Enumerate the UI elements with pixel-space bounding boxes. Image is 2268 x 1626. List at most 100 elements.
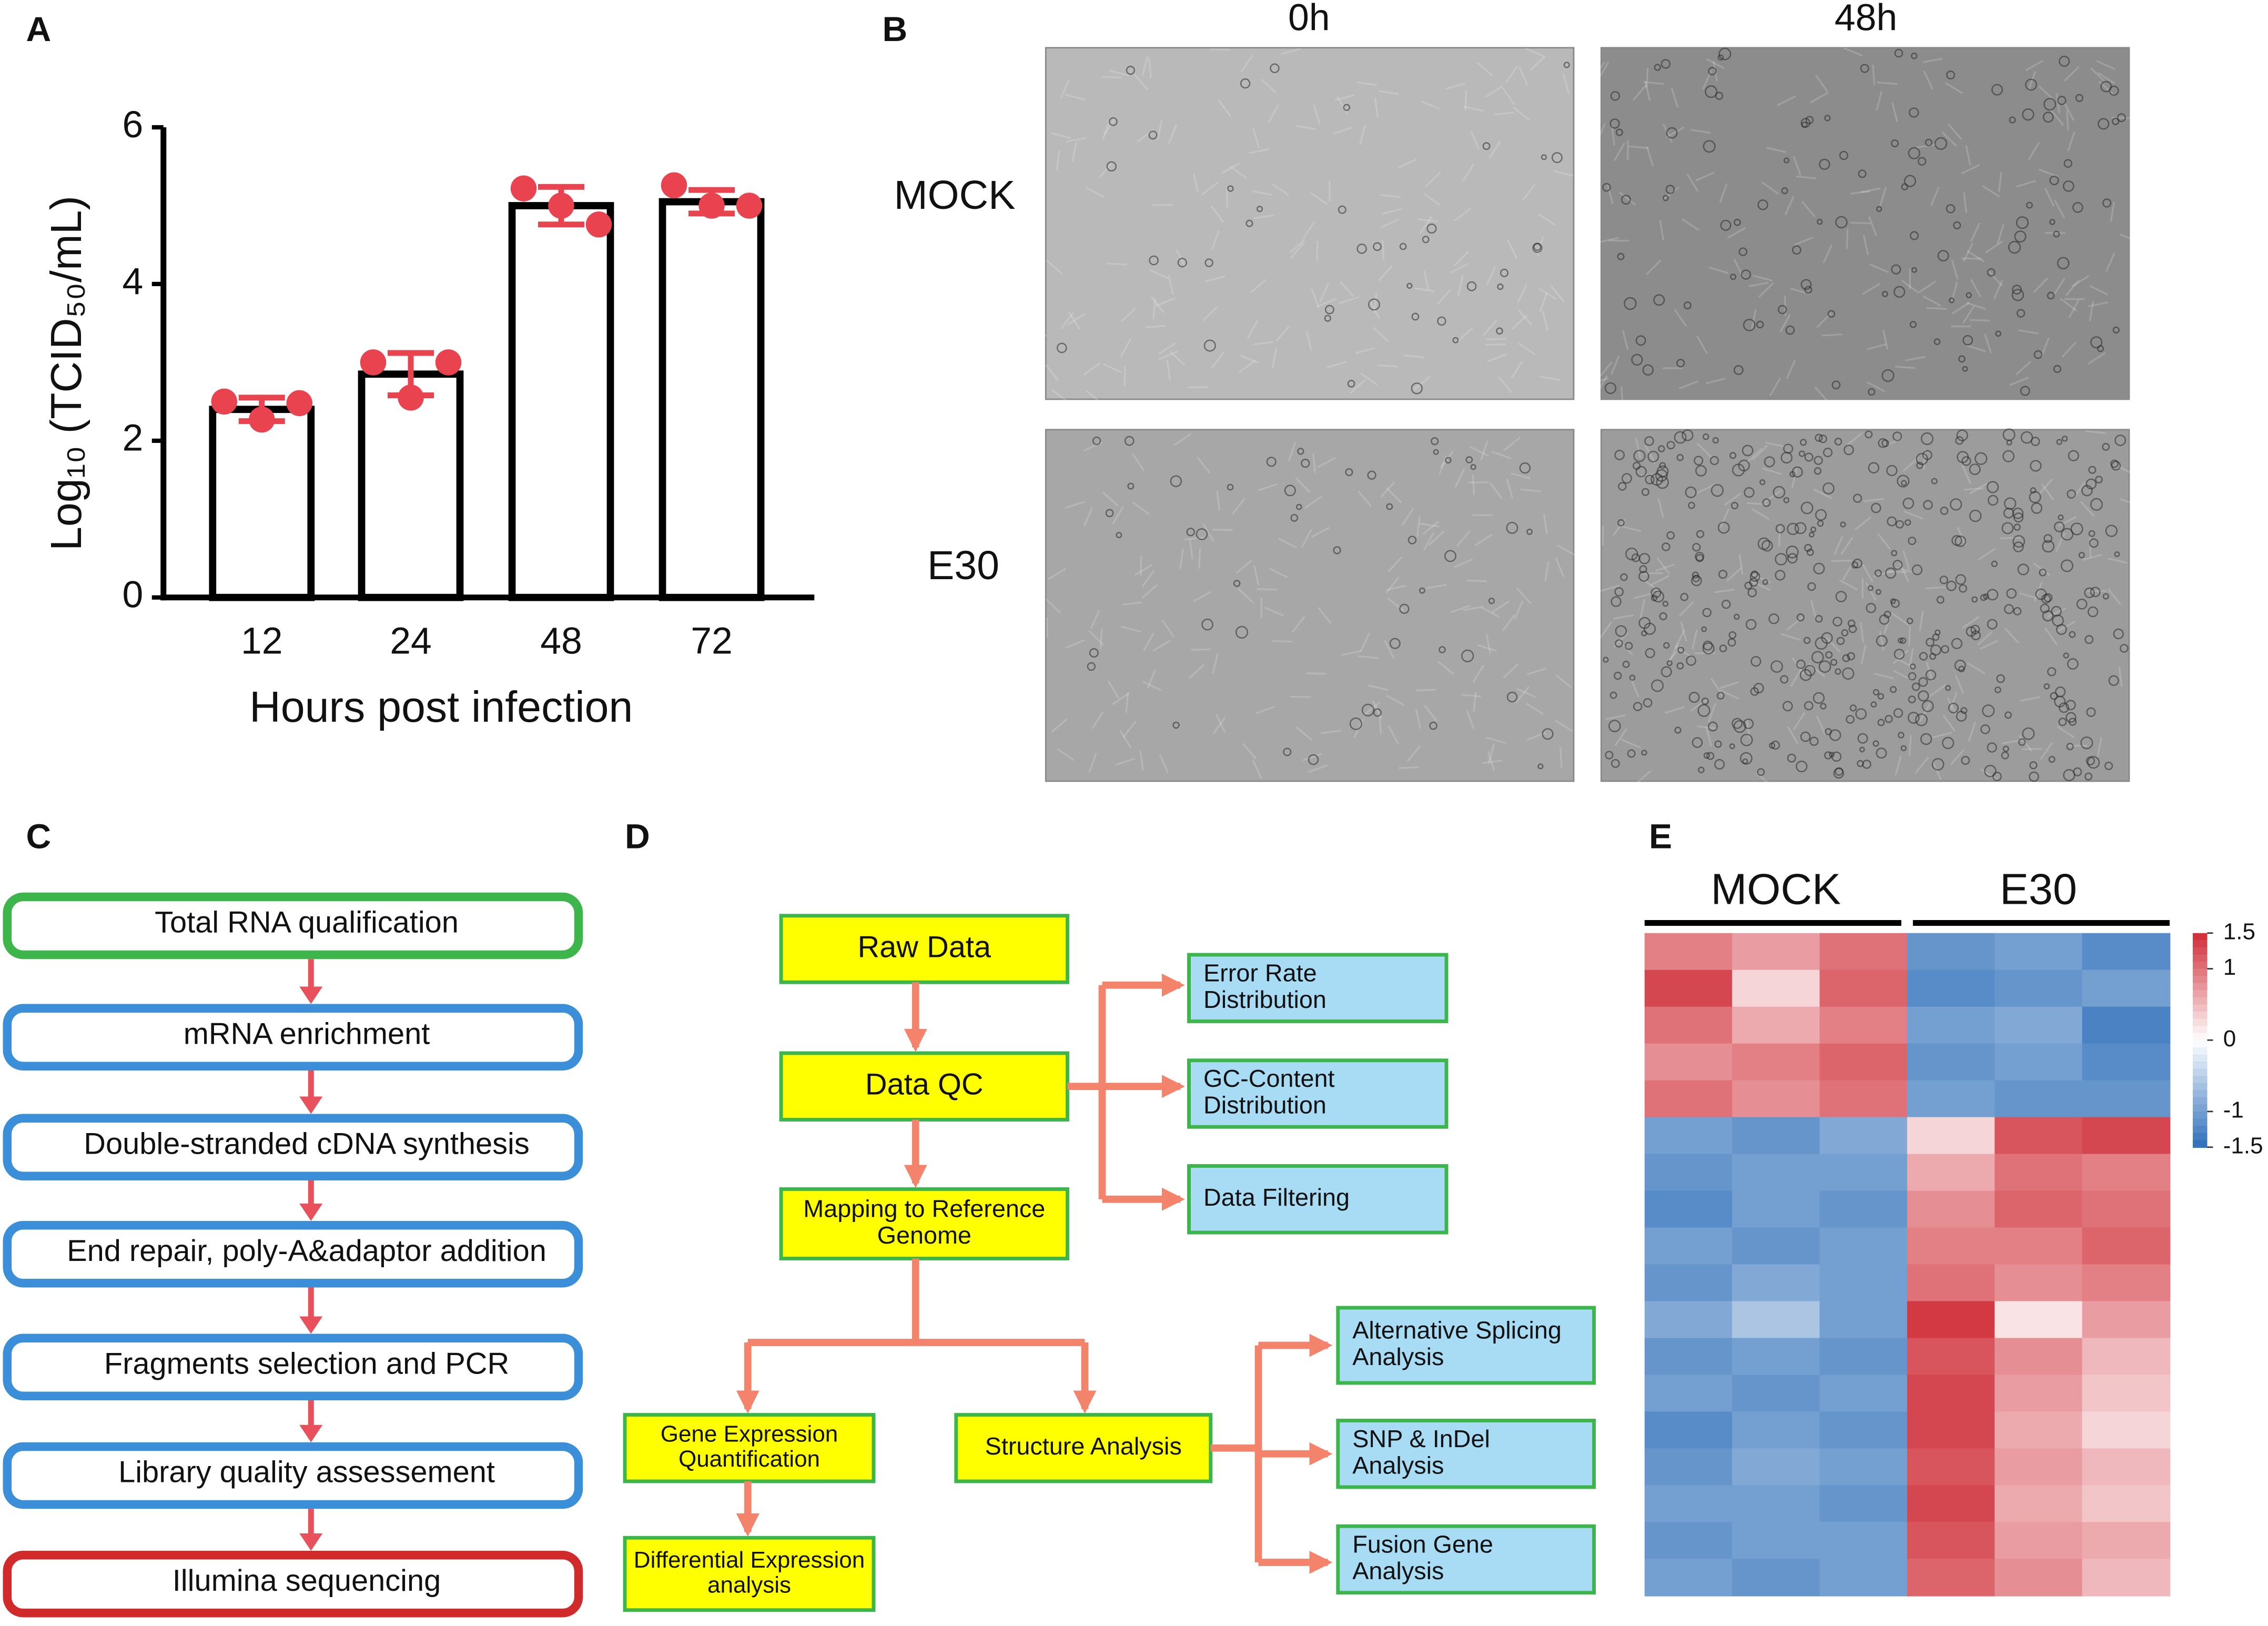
data-point: [249, 406, 275, 433]
micrograph: [1588, 47, 2139, 407]
cell: [1718, 47, 1732, 60]
cell-streak: [1420, 216, 1433, 234]
cell: [1663, 642, 1670, 649]
pipeline-node: [779, 914, 1069, 984]
cell-streak: [1426, 583, 1447, 589]
cell-streak: [1738, 554, 1744, 575]
cell: [2052, 614, 2064, 627]
cell: [1940, 507, 1949, 515]
heatmap-cell: [1819, 1190, 1908, 1228]
cell: [1124, 436, 1135, 446]
cell-streak: [1046, 259, 1062, 275]
cell: [1899, 637, 1907, 644]
cell: [1815, 509, 1827, 521]
cell: [1652, 590, 1665, 603]
colorbar-step: [2193, 976, 2208, 984]
cell: [1734, 218, 1741, 226]
cell: [1775, 523, 1785, 533]
cell-streak: [1258, 483, 1278, 491]
cell-streak: [1236, 559, 1253, 574]
cell-streak: [1979, 639, 1999, 650]
cell: [1283, 748, 1292, 756]
cell-streak: [1327, 361, 1347, 369]
cell-streak: [1822, 244, 1833, 264]
cell-streak: [1961, 164, 1980, 175]
cell: [1887, 516, 1897, 527]
cell: [1676, 359, 1685, 368]
y-tick-label: 2: [122, 417, 143, 459]
cell-streak: [1380, 481, 1395, 498]
pipeline-label: Quantification: [679, 1446, 820, 1472]
cell: [1962, 335, 1973, 346]
cell-streak: [1296, 125, 1317, 130]
cell: [2069, 631, 2076, 638]
cell-streak: [1168, 124, 1178, 144]
heatmap-cell: [1907, 1227, 1996, 1265]
cell-streak: [1966, 344, 1986, 352]
heatmap-cell: [1644, 1522, 1733, 1560]
cell: [1750, 656, 1761, 667]
cell-streak: [1414, 287, 1435, 292]
cell-streak: [1333, 126, 1353, 135]
cell: [1246, 219, 1253, 227]
cell: [1908, 672, 1917, 681]
cell: [1686, 655, 1696, 666]
cell-streak: [1515, 686, 1530, 703]
cell: [1885, 715, 1893, 723]
cell-streak: [2065, 279, 2080, 297]
cell-streak: [1511, 472, 1531, 480]
cell-streak: [1926, 307, 1947, 310]
cell-streak: [1769, 378, 1781, 397]
cell-streak: [1215, 714, 1226, 733]
cell: [1925, 669, 1937, 681]
cell-streak: [1205, 276, 1226, 282]
cell-streak: [1550, 285, 1565, 302]
heatmap-cell: [1907, 1190, 1996, 1228]
heatmap-cell: [1994, 1301, 2083, 1339]
x-axis-label: Hours post infection: [249, 683, 633, 731]
cell: [1904, 519, 1911, 526]
cell: [1879, 614, 1890, 625]
cell: [1804, 452, 1814, 462]
heatmap-cell: [1907, 1485, 1996, 1523]
cell: [1732, 718, 1743, 729]
cell-streak: [1643, 579, 1660, 593]
cell-streak: [1122, 721, 1137, 738]
cell-streak: [1169, 350, 1186, 366]
cell-streak: [1525, 47, 1544, 57]
cell-streak: [1157, 119, 1163, 140]
cell-streak: [1045, 364, 1059, 381]
pipeline-label: Distribution: [1203, 1092, 1327, 1119]
cell-streak: [1984, 334, 1992, 354]
cell-streak: [1429, 530, 1445, 546]
cell: [1832, 617, 1842, 627]
heatmap-cell: [1994, 1522, 2083, 1560]
cell: [1324, 315, 1331, 322]
cell: [2063, 159, 2073, 168]
cell-streak: [1485, 85, 1503, 98]
heatmap-cell: [1732, 1080, 1820, 1118]
cell-streak: [1613, 614, 1634, 620]
cell: [1787, 522, 1799, 536]
cell: [1685, 486, 1697, 499]
cell-streak: [2018, 329, 2039, 335]
cell: [2088, 530, 2095, 537]
cell: [1874, 569, 1882, 577]
cell-streak: [2060, 298, 2078, 312]
cell: [1780, 675, 1789, 684]
micrograph: [1045, 429, 1575, 782]
workflow-box: [3, 1334, 583, 1400]
cell: [2011, 288, 2024, 301]
cell: [1347, 380, 1355, 388]
cell: [1603, 657, 1609, 663]
cell-streak: [1727, 227, 1746, 239]
cell: [1897, 732, 1905, 739]
cell-streak: [1895, 366, 1916, 369]
cell-streak: [1473, 692, 1477, 713]
cell: [2111, 461, 2121, 471]
cell: [1841, 629, 1849, 637]
column-label: 48h: [1835, 0, 1897, 38]
cell-streak: [2061, 341, 2077, 358]
heatmap-cell: [1907, 1375, 1996, 1412]
cell-streak: [1159, 754, 1169, 773]
